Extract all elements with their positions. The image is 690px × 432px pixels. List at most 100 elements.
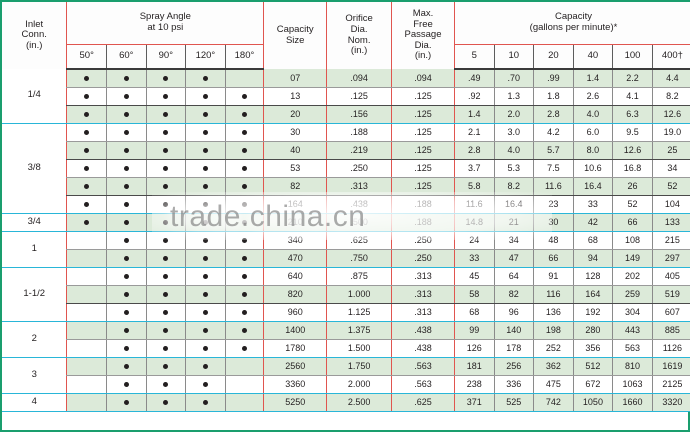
bullet-icon — [163, 76, 169, 82]
blank-icon — [84, 328, 89, 333]
gpm-cell: .49 — [453, 69, 495, 88]
orifice-dia-cell: .156 — [326, 105, 393, 124]
blank-icon — [84, 310, 89, 315]
gpm-cell: 9.5 — [612, 123, 653, 142]
table-body: 1/4 07.094.094.49.70.99 1.4 2.2 4.4 13.125.12… — [2, 69, 690, 412]
capacity-size-cell: 30 — [263, 123, 328, 142]
gpm-cell: 1126 — [651, 339, 690, 358]
gpm-cell: 215 — [651, 231, 690, 250]
gpm-cell: 25 — [651, 141, 690, 160]
gpm-cell: 1063 — [612, 375, 653, 394]
inlet-conn-cell: 1 — [2, 231, 67, 268]
blank-icon — [84, 274, 89, 279]
free-passage-cell: .625 — [391, 393, 455, 412]
gpm-cell: 128 — [572, 267, 613, 286]
gpm-cell: 16.4 — [572, 177, 613, 196]
blank-icon — [84, 238, 89, 243]
header-row-sub: 50° 60° 90° 120° 180° 5 10 20 40 100 400† — [2, 44, 690, 70]
gpm-cell: 607 — [651, 303, 690, 322]
header-free-passage-dia: Max. Free Passage Dia. (in.) — [391, 2, 455, 69]
bullet-icon — [202, 238, 208, 244]
gpm-cell: 8.2 — [493, 177, 534, 196]
gpm-cell: 30 — [533, 213, 574, 232]
bullet-icon — [241, 310, 247, 316]
capacity-size-cell: 82 — [263, 177, 328, 196]
orifice-dia-cell: 1.000 — [326, 285, 393, 304]
angle-dot-on — [66, 69, 107, 88]
bullet-icon — [241, 184, 247, 190]
capacity-size-cell: 820 — [263, 285, 328, 304]
table-row: 1 340.625.250 24 34 48 68 108 215 — [2, 231, 690, 268]
bullet-icon — [241, 256, 247, 262]
header-orifice-line2: Dia. — [350, 23, 368, 35]
angle-dot-on — [145, 375, 186, 394]
gpm-cell: 297 — [651, 249, 690, 268]
gpm-cell: 12.6 — [612, 141, 653, 160]
gpm-cell: 34 — [493, 231, 534, 250]
blank-icon — [84, 256, 89, 261]
gpm-cell: 178 — [493, 339, 534, 358]
bullet-icon — [84, 94, 90, 100]
capacity-size-cell: 960 — [263, 303, 328, 322]
gpm-cell: 259 — [612, 285, 653, 304]
gpm-cell: 47 — [493, 249, 534, 268]
gpm-cell: 52 — [651, 177, 690, 196]
capacity-size-cell: 20 — [263, 105, 328, 124]
bullet-icon — [123, 292, 129, 298]
bullet-icon — [163, 148, 169, 154]
gpm-cell: 126 — [453, 339, 495, 358]
bullet-icon — [202, 202, 208, 208]
bullet-icon — [123, 184, 129, 190]
angle-dot-on — [185, 87, 226, 106]
header-angle-3: 120° — [185, 44, 226, 70]
angle-dot-on — [145, 285, 186, 304]
bullet-icon — [163, 184, 169, 190]
gpm-cell: 26 — [612, 177, 653, 196]
header-passage-line5: (in.) — [414, 50, 432, 62]
table-row: 1-1/2 640.875.313 45 64 91 128 202 405 — [2, 267, 690, 322]
table-row: 1780 1.500.438 126 178 252 356 563 1126 — [2, 339, 690, 358]
orifice-dia-cell: .438 — [326, 195, 393, 214]
capacity-size-cell: 2560 — [263, 357, 328, 376]
bullet-icon — [202, 256, 208, 262]
angle-dot-on — [105, 141, 147, 160]
gpm-cell: 58 — [453, 285, 495, 304]
gpm-cell: 116 — [533, 285, 574, 304]
header-orifice-line1: Orifice — [345, 13, 373, 25]
bullet-icon — [202, 346, 208, 352]
angle-dot-on — [145, 123, 186, 142]
bullet-icon — [84, 130, 90, 136]
bullet-icon — [202, 184, 208, 190]
gpm-cell: 1660 — [612, 393, 653, 412]
gpm-cell: 99 — [453, 321, 495, 340]
gpm-cell: 16.8 — [612, 159, 653, 178]
bullet-icon — [202, 364, 208, 370]
free-passage-cell: .250 — [391, 231, 455, 250]
bullet-icon — [202, 76, 208, 82]
header-angle-1: 60° — [105, 44, 147, 70]
bullet-icon — [241, 292, 247, 298]
gpm-cell: 475 — [533, 375, 574, 394]
bullet-icon — [202, 292, 208, 298]
capacity-size-cell: 1780 — [263, 339, 328, 358]
header-passage-line1: Max. — [412, 7, 434, 19]
orifice-dia-cell: 2.000 — [326, 375, 393, 394]
bullet-icon — [241, 94, 247, 100]
gpm-cell: 810 — [612, 357, 653, 376]
gpm-cell: 6.0 — [572, 123, 613, 142]
gpm-cell: .99 — [533, 69, 574, 88]
bullet-icon — [163, 292, 169, 298]
gpm-cell: 202 — [612, 267, 653, 286]
table-row: 1/4 07.094.094.49.70.99 1.4 2.2 4.4 — [2, 69, 690, 124]
header-capacity-size: Capacity Size — [263, 2, 328, 69]
gpm-cell: 48 — [533, 231, 574, 250]
free-passage-cell: .125 — [391, 87, 455, 106]
orifice-dia-cell: 1.375 — [326, 321, 393, 340]
angle-dot-on — [224, 267, 265, 286]
bullet-icon — [202, 310, 208, 316]
angle-dot-on — [145, 87, 186, 106]
gpm-cell: 336 — [493, 375, 534, 394]
gpm-cell: 1.8 — [533, 87, 574, 106]
free-passage-cell: .313 — [391, 267, 455, 286]
bullet-icon — [123, 130, 129, 136]
